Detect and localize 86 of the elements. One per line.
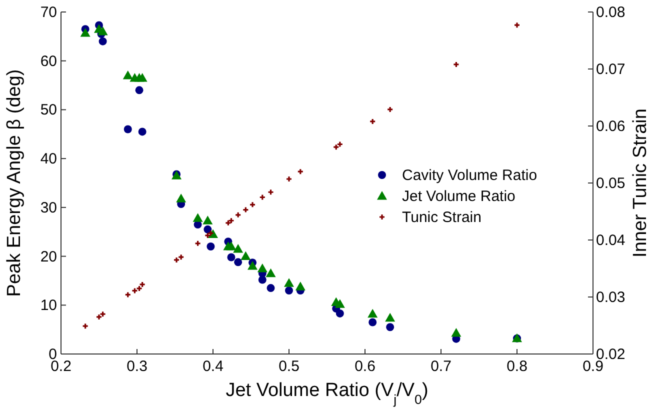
point xyxy=(139,281,146,288)
point xyxy=(228,217,235,224)
y-tick-label: 70 xyxy=(40,4,57,21)
point xyxy=(386,106,394,113)
point xyxy=(452,61,460,68)
point xyxy=(284,278,294,287)
point xyxy=(206,242,215,251)
point xyxy=(266,284,275,292)
y2-tick-label: 0.08 xyxy=(596,4,626,21)
x-tick-label: 0.6 xyxy=(354,358,376,375)
point xyxy=(227,253,236,262)
point xyxy=(98,37,107,46)
point xyxy=(137,72,148,82)
x-tick-label: 0.3 xyxy=(126,358,148,375)
point xyxy=(96,314,102,320)
point xyxy=(207,230,214,236)
point xyxy=(266,268,276,278)
point xyxy=(295,282,306,290)
point xyxy=(242,206,249,214)
y-axis-title: Peak Energy Angle β (deg) xyxy=(4,69,25,297)
point xyxy=(138,128,146,136)
point xyxy=(204,232,211,239)
point xyxy=(234,258,242,266)
y2-tick-label: 0.06 xyxy=(596,118,626,135)
point xyxy=(334,299,345,308)
point xyxy=(257,264,268,272)
y-tick-label: 30 xyxy=(40,199,57,216)
legend-label: Jet Volume Ratio xyxy=(402,188,516,205)
legend-label: Tunic Strain xyxy=(402,209,482,226)
point xyxy=(122,70,133,80)
x-tick-label: 0.9 xyxy=(582,358,604,375)
point xyxy=(124,125,132,134)
legend-label: Cavity Volume Ratio xyxy=(402,167,538,184)
point xyxy=(124,291,132,298)
x-tick-label: 0.5 xyxy=(278,358,300,375)
point xyxy=(332,144,340,150)
point xyxy=(240,251,251,260)
point xyxy=(131,287,138,294)
point xyxy=(135,86,144,94)
y-tick-label: 50 xyxy=(40,102,57,119)
point xyxy=(451,328,462,337)
point xyxy=(259,194,266,201)
point xyxy=(80,28,90,37)
point xyxy=(385,312,396,322)
y2-tick-label: 0.07 xyxy=(596,61,626,78)
point xyxy=(176,194,186,202)
point xyxy=(98,26,108,36)
point xyxy=(369,118,376,125)
point xyxy=(224,220,232,226)
point xyxy=(249,201,256,208)
y2-tick-label: 0.04 xyxy=(596,232,626,249)
y-tick-label: 60 xyxy=(40,52,57,70)
point xyxy=(234,212,242,218)
point xyxy=(336,309,344,318)
point xyxy=(178,254,184,260)
point xyxy=(267,188,274,196)
x-axis-title: Jet Volume Ratio (V$_{j}$/V$_{0}$) xyxy=(226,380,428,406)
y2-tick-label: 0.05 xyxy=(596,175,626,192)
point xyxy=(286,176,292,182)
point xyxy=(285,286,293,294)
point xyxy=(136,285,143,292)
point xyxy=(204,225,212,234)
y-tick-label: 20 xyxy=(40,248,57,266)
point xyxy=(192,213,203,222)
point xyxy=(100,310,106,318)
point xyxy=(336,140,344,148)
point xyxy=(514,22,520,28)
point xyxy=(194,240,202,247)
point xyxy=(82,322,89,330)
x-tick-label: 0.4 xyxy=(202,358,224,375)
point xyxy=(368,308,378,318)
point xyxy=(248,261,258,270)
y2-tick-label: 0.03 xyxy=(596,289,626,306)
point xyxy=(233,244,244,253)
point xyxy=(386,323,394,332)
y2-axis-title: Inner Tunic Strain xyxy=(630,108,651,258)
y-tick-label: 10 xyxy=(40,297,57,314)
point xyxy=(226,242,236,250)
point xyxy=(297,168,304,175)
point xyxy=(202,216,213,224)
point xyxy=(368,318,377,326)
y-tick-label: 40 xyxy=(40,150,57,168)
x-tick-label: 0.2 xyxy=(50,358,72,375)
x-tick-label: 0.7 xyxy=(430,358,452,375)
x-tick-label: 0.8 xyxy=(506,358,528,375)
point xyxy=(173,256,180,264)
